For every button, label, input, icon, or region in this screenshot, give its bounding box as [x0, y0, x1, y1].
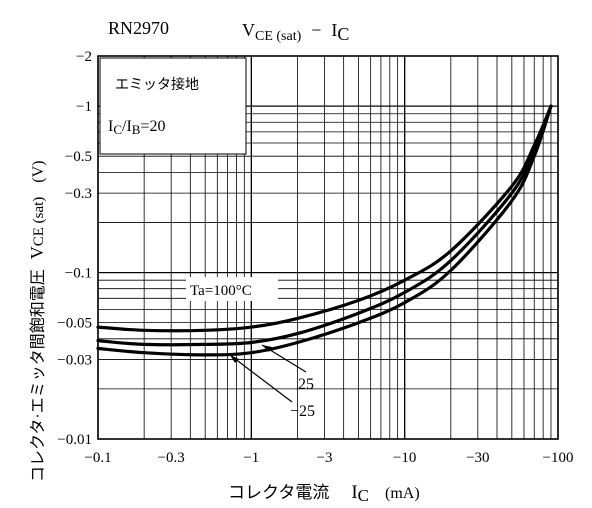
- title-dash: −: [311, 20, 321, 40]
- label-m25: −25: [290, 403, 315, 420]
- x-tick-label: −10: [393, 450, 416, 466]
- chart-part-number: RN2970: [108, 18, 169, 38]
- xlabel-symbol-sub: C: [358, 486, 369, 505]
- series-annotations: Ta=100°C 25 −25: [186, 277, 315, 420]
- x-tick-label: −100: [543, 450, 574, 466]
- title-v: V: [242, 20, 255, 40]
- y-tick-label: −0.1: [65, 266, 92, 282]
- title-ic: I: [331, 20, 337, 40]
- x-tick-label: −1: [243, 450, 259, 466]
- y-axis-label: コレクタ·エミッタ間飽和電圧 VCE (sat) (V): [27, 161, 47, 483]
- arrow-m25-line: [229, 354, 293, 403]
- y-tick-label: −0.5: [65, 149, 92, 165]
- y-tick-label: −0.05: [57, 316, 92, 332]
- legend-line1: エミッタ接地: [115, 76, 199, 93]
- legend-box: エミッタ接地 IC/IB=20: [99, 57, 247, 155]
- xlabel-symbol: I: [351, 482, 357, 503]
- series-line-1: [96, 104, 553, 347]
- x-tick-label: −30: [466, 450, 489, 466]
- y-tick-label: −1: [76, 99, 92, 115]
- title-ic-sub: C: [337, 24, 349, 44]
- ylabel-symbol: V: [27, 246, 47, 259]
- arrow-25-head: [262, 345, 272, 352]
- x-tick-label: −0.1: [84, 450, 111, 466]
- series-line-0: [96, 104, 553, 333]
- xlabel-unit: (mA): [385, 485, 420, 502]
- ylabel-main: コレクタ·エミッタ間飽和電圧: [29, 269, 47, 482]
- title-v-sub: CE (sat): [255, 29, 302, 44]
- chart-title-formula: VCE (sat) − IC: [242, 20, 349, 44]
- y-tick-label: −0.03: [57, 353, 92, 369]
- tick-labels: −0.1 −0.3 −1 −3 −10 −30 −100 −2 −1 −0.5 −0.3 −0.1 −0…: [57, 49, 573, 466]
- x-axis-label: コレクタ電流 IC (mA): [228, 482, 420, 505]
- legend-ic-sub: C: [113, 122, 122, 137]
- ta100-label: Ta=100°C: [190, 283, 252, 299]
- arrow-m25-head: [230, 355, 239, 363]
- y-tick-label: −2: [76, 49, 92, 65]
- legend-ib-sub: B: [132, 122, 141, 137]
- ta100-label-bg: [186, 277, 278, 301]
- y-tick-label: −0.3: [65, 186, 92, 202]
- x-tick-label: −0.3: [158, 450, 185, 466]
- svg-text:コレクタ·エミッタ間飽和電圧VCE (sat)(V): コレクタ·エミッタ間飽和電圧 VCE (sat) (V): [27, 161, 47, 483]
- legend-box-frame: [99, 57, 247, 155]
- xlabel-main: コレクタ電流: [228, 483, 329, 502]
- legend-line2: IC/IB=20: [108, 118, 165, 137]
- label-25: 25: [298, 376, 314, 393]
- series-curves: [96, 104, 553, 357]
- ylabel-unit: (V): [30, 161, 47, 183]
- legend-ib: /I: [122, 118, 132, 135]
- legend-ratio: =20: [140, 118, 165, 135]
- series-line-2: [96, 104, 553, 357]
- plot-frame: [97, 55, 559, 440]
- ylabel-symbol-sub: CE (sat): [31, 197, 47, 247]
- legend-ic: I: [108, 118, 113, 135]
- x-tick-label: −3: [317, 450, 333, 466]
- y-tick-label: −0.01: [57, 432, 92, 448]
